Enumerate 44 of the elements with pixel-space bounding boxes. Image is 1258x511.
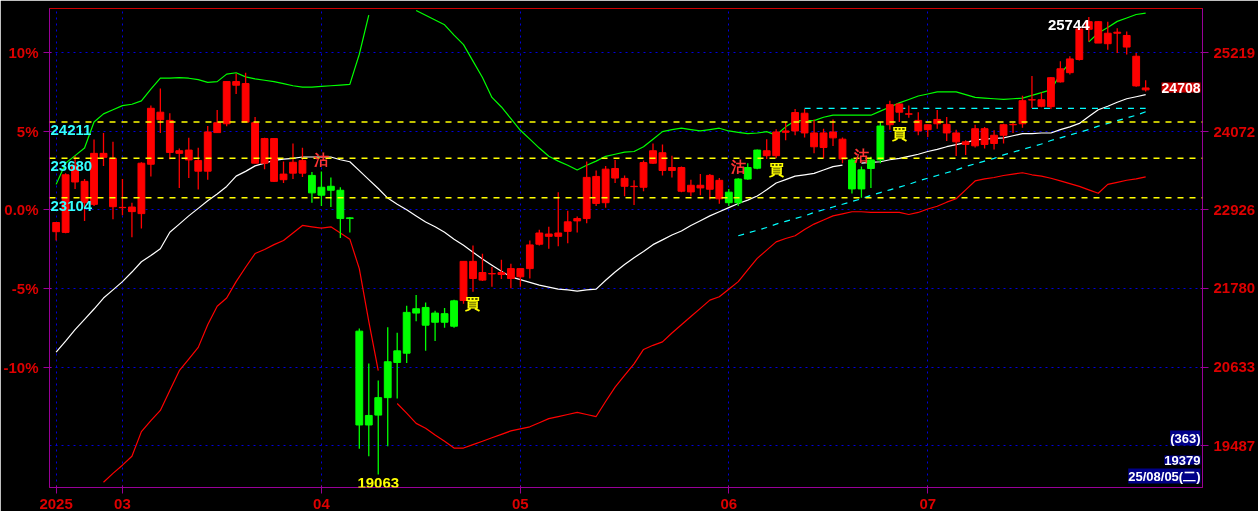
y2-tick-label: 10%	[8, 44, 39, 62]
y-tick-label: 19487	[1213, 436, 1256, 454]
x-tick-label: 2025	[39, 494, 73, 511]
text: (363)	[1170, 430, 1201, 446]
candlestick	[952, 129, 961, 157]
candlestick	[838, 136, 847, 164]
candlestick	[563, 210, 572, 244]
x-tick-label: 03	[114, 494, 131, 511]
annotation: 沽	[729, 158, 746, 176]
text: 19379	[1164, 452, 1201, 468]
candlestick	[374, 379, 383, 476]
candlestick	[1122, 30, 1131, 56]
candlestick	[364, 362, 373, 457]
candlestick	[1018, 95, 1027, 129]
y-tick-label: 25219	[1213, 43, 1256, 61]
y-tick-label: 21780	[1213, 279, 1256, 297]
x-tick-label: 04	[313, 494, 331, 511]
candlestick	[620, 174, 629, 197]
annotation: 買	[890, 125, 907, 143]
candlestick	[942, 116, 951, 142]
x-tick-label: 07	[919, 494, 937, 511]
annotation: 19063	[357, 473, 400, 491]
candlestick	[781, 121, 790, 141]
candlestick	[52, 221, 61, 242]
x-tick-label: 06	[720, 494, 738, 511]
y-tick-label: 22926	[1213, 200, 1256, 218]
y2-tick-label: 5%	[16, 122, 39, 140]
candlestick	[914, 111, 923, 136]
annotation: 買	[767, 161, 784, 179]
y-tick-label: 24072	[1213, 122, 1256, 140]
candlestick	[194, 147, 203, 191]
y2-tick-label: -5%	[11, 280, 39, 298]
y2-tick-label: -10%	[3, 358, 39, 376]
annotation: 25/08/05(二)	[1128, 468, 1201, 484]
x-tick-label: 05	[512, 494, 529, 511]
candlestick	[525, 239, 534, 280]
candlestick	[791, 108, 800, 136]
y-tick-label: 20633	[1213, 358, 1256, 376]
text: 24708	[1161, 79, 1201, 96]
annotation: 沽	[852, 146, 869, 164]
annotation: 買	[464, 294, 481, 312]
candlestick	[184, 137, 193, 179]
ref-line-label: 24211	[50, 120, 92, 138]
y2-tick-label: 0.0%	[4, 201, 39, 219]
